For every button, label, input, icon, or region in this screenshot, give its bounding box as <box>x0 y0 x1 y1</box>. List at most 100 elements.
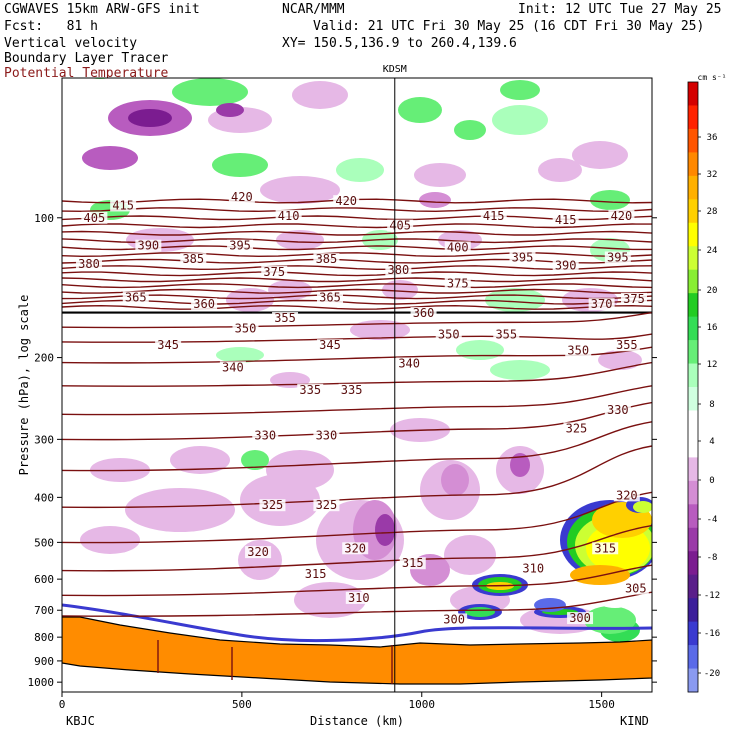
theta-label-bg <box>493 328 520 341</box>
theta-label: 330 <box>607 403 629 417</box>
theta-label-bg <box>345 591 372 604</box>
theta-label: 335 <box>341 383 363 397</box>
colorbar-segment <box>688 387 698 411</box>
theta-label-bg <box>480 209 507 222</box>
theta-contour <box>62 564 652 597</box>
colorbar-segment <box>688 598 698 623</box>
theta-label-bg <box>567 612 594 625</box>
theta-label-bg <box>272 312 299 325</box>
colorbar-segment <box>688 175 698 200</box>
theta-label: 385 <box>182 252 204 266</box>
theta-contour <box>62 230 652 236</box>
theta-label: 300 <box>569 611 591 625</box>
x-tick-label: 1500 <box>588 698 615 711</box>
theta-label-bg <box>122 291 149 304</box>
velocity-contour <box>414 163 466 187</box>
y-tick-label: 100 <box>34 212 54 225</box>
theta-label: 325 <box>262 498 284 512</box>
theta-label: 355 <box>274 311 296 325</box>
model-title: CGWAVES 15km ARW-GFS init <box>4 2 200 17</box>
x-tick-label: 500 <box>232 698 252 711</box>
colorbar-label: 12 <box>707 360 718 370</box>
velocity-contour <box>216 347 264 363</box>
forecast-hour: Fcst: 81 h <box>4 19 98 34</box>
theta-label: 365 <box>319 291 341 305</box>
colorbar-segment <box>688 668 698 693</box>
velocity-contour <box>292 81 348 109</box>
velocity-contour <box>485 288 545 312</box>
colorbar-segment <box>688 269 698 294</box>
theta-label: 335 <box>299 383 321 397</box>
colorbar-segment <box>688 82 698 106</box>
theta-label-bg <box>313 499 340 512</box>
theta-label: 300 <box>443 612 465 626</box>
theta-label: 320 <box>344 541 366 555</box>
theta-label: 395 <box>512 251 534 265</box>
velocity-contour <box>80 526 140 554</box>
velocity-contour <box>490 360 550 380</box>
theta-label-bg <box>622 582 649 595</box>
theta-label: 370 <box>591 297 613 311</box>
colorbar-segment <box>688 504 698 529</box>
theta-contour-labels: 415 420 420 415 415 420 405 410 405 390 395 400 395 3… <box>75 190 649 626</box>
colorbar-segment <box>688 222 698 247</box>
theta-label-bg <box>410 307 437 320</box>
velocity-contour <box>572 141 628 169</box>
theta-label-bg <box>313 253 340 266</box>
theta-label: 390 <box>137 239 159 253</box>
theta-label-bg <box>261 265 288 278</box>
theta-label: 330 <box>254 428 276 442</box>
theta-label: 400 <box>447 240 469 254</box>
theta-label: 330 <box>316 428 338 442</box>
left-endpoint-label: KBJC <box>66 714 95 728</box>
colorbar-segment <box>688 246 698 271</box>
theta-contour <box>62 277 652 283</box>
colorbar-unit: cm s⁻¹ <box>698 73 727 82</box>
y-tick-label: 600 <box>34 573 54 586</box>
colorbar-label: 4 <box>709 437 714 447</box>
theta-label-bg <box>245 546 272 559</box>
theta-label-bg <box>338 383 365 396</box>
theta-contour <box>62 591 652 617</box>
velocity-contour <box>260 176 340 204</box>
velocity-contour <box>170 446 230 474</box>
colorbar-segment <box>688 457 698 482</box>
theta-label-bg <box>302 567 329 580</box>
colorbar-segment <box>688 105 698 130</box>
theta-label-bg <box>317 291 344 304</box>
velocity-contour <box>456 340 504 360</box>
theta-label-bg <box>604 251 631 264</box>
station-marker-label: KDSM <box>383 64 407 75</box>
theta-label: 325 <box>316 498 338 512</box>
colorbar-label: 24 <box>707 246 718 256</box>
theta-label-bg <box>621 292 648 305</box>
x-axis-title: Distance (km) <box>310 714 404 728</box>
colorbar-label: 8 <box>709 400 714 410</box>
theta-label: 305 <box>625 582 647 596</box>
theta-contour <box>62 445 652 509</box>
velocity-contour <box>398 97 442 123</box>
theta-label-bg <box>396 357 423 370</box>
theta-label-bg <box>520 562 547 575</box>
colorbar-label: -4 <box>707 515 718 525</box>
theta-label: 315 <box>305 567 327 581</box>
theta-label: 395 <box>607 251 629 265</box>
colorbar-segment <box>688 574 698 599</box>
theta-label-bg <box>399 557 426 570</box>
velocity-contour <box>266 450 334 490</box>
plot-frame <box>61 77 653 693</box>
theta-label: 375 <box>623 292 645 306</box>
theta-label-bg <box>592 542 619 555</box>
theta-label-bg <box>552 259 579 272</box>
y-tick-label: 400 <box>34 491 54 504</box>
colorbar-segment <box>688 551 698 576</box>
theta-label: 405 <box>389 219 411 233</box>
theta-label: 340 <box>222 360 244 374</box>
theta-label: 420 <box>611 209 633 223</box>
theta-label-bg <box>252 429 279 442</box>
colorbar-label: -12 <box>704 591 720 601</box>
theta-label-bg <box>342 542 369 555</box>
theta-contour <box>62 346 652 364</box>
theta-label: 420 <box>335 194 357 208</box>
colorbar-label: -20 <box>704 669 720 679</box>
